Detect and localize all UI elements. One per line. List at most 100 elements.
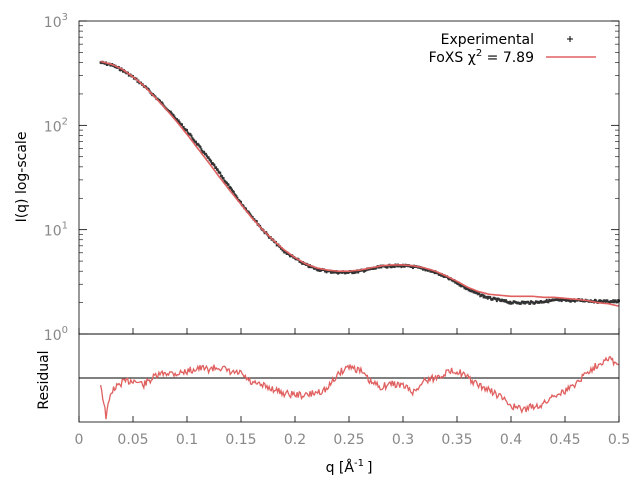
experimental-point bbox=[172, 114, 175, 117]
main-y-tick-base: 10 bbox=[44, 224, 62, 240]
experimental-point bbox=[200, 148, 203, 151]
experimental-point bbox=[173, 115, 176, 119]
experimental-point bbox=[511, 301, 514, 305]
experimental-point bbox=[466, 287, 469, 291]
experimental-point bbox=[308, 265, 311, 269]
x-tick-label: 0 bbox=[75, 432, 84, 448]
fit-series-line bbox=[100, 60, 620, 307]
main-y-tick-exp: 2 bbox=[62, 116, 68, 127]
experimental-point bbox=[433, 271, 436, 275]
experimental-point bbox=[495, 297, 498, 301]
main-plot-frame bbox=[78, 20, 620, 335]
residual-plot: 0 0.05 0.1 0.15 0.2 0.25 0.3 0.35 0.4 0.45 0.5 Res… bbox=[36, 328, 630, 476]
x-tick-label: 0.45 bbox=[549, 432, 580, 448]
experimental-point bbox=[255, 220, 258, 223]
experimental-point bbox=[195, 140, 197, 144]
experimental-point bbox=[483, 294, 486, 298]
experimental-point bbox=[186, 131, 189, 135]
experimental-point bbox=[612, 299, 615, 302]
experimental-point bbox=[232, 190, 235, 194]
experimental-point bbox=[509, 300, 512, 304]
experimental-point bbox=[215, 166, 218, 169]
experimental-point bbox=[222, 177, 225, 180]
experimental-point bbox=[604, 300, 607, 304]
main-y-tick-label: 103 bbox=[44, 12, 68, 31]
legend-experimental-marker bbox=[567, 36, 573, 42]
experimental-point bbox=[386, 265, 389, 269]
experimental-point bbox=[478, 292, 481, 295]
experimental-point bbox=[119, 68, 122, 72]
legend: Experimental FoXS χ2 = 7.89 bbox=[429, 32, 596, 66]
x-tick-label: 0.05 bbox=[117, 432, 148, 448]
experimental-point bbox=[602, 301, 605, 304]
experimental-point bbox=[411, 266, 414, 270]
main-y-tick-exp: 1 bbox=[62, 221, 68, 232]
main-y-tick-exp: 0 bbox=[62, 325, 68, 336]
experimental-point bbox=[186, 129, 188, 132]
main-y-tick-base: 10 bbox=[44, 15, 62, 31]
experimental-point bbox=[190, 134, 193, 138]
experimental-point bbox=[527, 300, 530, 304]
experimental-point bbox=[178, 121, 181, 124]
experimental-point bbox=[598, 299, 601, 302]
experimental-point bbox=[545, 298, 548, 302]
experimental-point bbox=[547, 300, 550, 304]
experimental-point bbox=[468, 287, 471, 291]
experimental-point bbox=[614, 299, 617, 302]
experimental-point bbox=[393, 265, 396, 269]
main-y-axis-label: I(q) log-scale bbox=[14, 132, 30, 223]
main-y-tick-label: 100 bbox=[44, 325, 68, 344]
main-y-tick-base: 10 bbox=[44, 119, 62, 135]
experimental-point bbox=[219, 171, 222, 175]
x-tick-label: 0.3 bbox=[392, 432, 414, 448]
experimental-point bbox=[213, 163, 216, 167]
experimental-point bbox=[199, 145, 202, 149]
experimental-point bbox=[230, 187, 233, 190]
experimental-point bbox=[177, 119, 180, 123]
experimental-point bbox=[227, 183, 230, 187]
x-tick-label: 0.2 bbox=[284, 432, 306, 448]
experimental-point bbox=[225, 181, 228, 185]
residual-y-axis-label: Residual bbox=[36, 350, 52, 409]
experimental-point bbox=[606, 299, 609, 302]
experimental-point bbox=[519, 302, 522, 305]
experimental-point bbox=[216, 168, 219, 172]
experimental-point bbox=[189, 133, 192, 136]
experimental-point bbox=[205, 154, 208, 158]
residual-series-line bbox=[99, 356, 620, 420]
experimental-point bbox=[193, 139, 196, 142]
experimental-point bbox=[181, 123, 184, 126]
x-axis-ticks: 0 0.05 0.1 0.15 0.2 0.25 0.3 0.35 0.4 0.45 0.5 bbox=[75, 328, 630, 448]
experimental-point bbox=[325, 270, 328, 274]
experimental-point bbox=[403, 265, 406, 268]
x-tick-label: 0.4 bbox=[500, 432, 522, 448]
experimental-point bbox=[207, 156, 210, 159]
x-tick-label: 0.5 bbox=[608, 432, 630, 448]
experimental-point bbox=[486, 297, 489, 300]
experimental-point bbox=[489, 296, 492, 299]
experimental-point bbox=[318, 267, 321, 271]
experimental-point bbox=[210, 160, 213, 163]
experimental-point bbox=[204, 152, 207, 156]
experimental-point bbox=[220, 175, 223, 178]
legend-fit-label: FoXS χ2 = 7.89 bbox=[429, 48, 534, 66]
experimental-point bbox=[159, 99, 161, 103]
experimental-point bbox=[462, 285, 465, 288]
experimental-point bbox=[240, 200, 242, 204]
experimental-point bbox=[235, 195, 238, 198]
experimental-point bbox=[495, 299, 498, 303]
main-y-tick-exp: 3 bbox=[62, 12, 68, 23]
experimental-point bbox=[242, 204, 245, 208]
experimental-point bbox=[244, 207, 247, 211]
main-y-tick-label: 101 bbox=[44, 221, 68, 240]
experimental-point bbox=[176, 118, 179, 121]
x-tick-label: 0.35 bbox=[441, 432, 472, 448]
experimental-point bbox=[182, 125, 185, 129]
x-tick-label: 0.1 bbox=[176, 432, 198, 448]
x-axis-label: q [Å-1] bbox=[326, 458, 373, 476]
experimental-point bbox=[147, 88, 150, 91]
legend-experimental-label: Experimental bbox=[441, 32, 534, 48]
experimental-series bbox=[99, 60, 620, 305]
experimental-point bbox=[236, 196, 239, 200]
